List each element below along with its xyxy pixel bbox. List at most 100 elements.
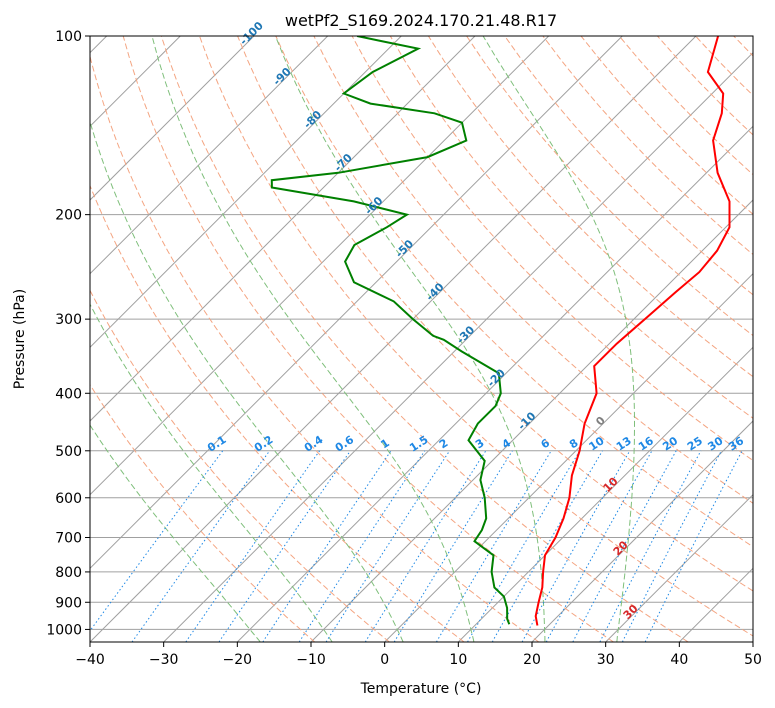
mixing-ratio-line (521, 450, 631, 642)
dry-adiabat-line (733, 36, 753, 57)
x-tick-label: 20 (523, 652, 541, 668)
mixing-ratio-line (545, 450, 653, 642)
y-tick-label: 500 (55, 444, 82, 460)
dry-adiabat-line (466, 36, 753, 337)
y-tick-label: 700 (55, 531, 82, 547)
dry-adiabat-line (237, 36, 753, 592)
dry-adiabat-line (199, 36, 753, 637)
mixing-ratio-line (325, 450, 451, 642)
x-tick-label: −10 (296, 652, 326, 668)
isotherm-label: -30 (454, 323, 477, 346)
dry-adiabat-line (275, 36, 753, 548)
dewpoint-profile (270, 36, 511, 625)
moist-adiabat-line (90, 120, 404, 642)
mixing-ratio-line (298, 450, 426, 642)
mixing-ratio-label: 6 (539, 436, 553, 451)
x-tick-label: 0 (380, 652, 389, 668)
isotherm-label: -60 (362, 194, 385, 217)
dry-adiabat-line (90, 289, 390, 642)
isotherm-label: -80 (301, 108, 324, 131)
isotherm-label: 10 (601, 475, 621, 495)
mixing-ratio-line (572, 450, 677, 642)
x-tick-label: −40 (75, 652, 105, 668)
dry-adiabat-line (427, 36, 753, 378)
mixing-ratio-line (218, 450, 351, 642)
isotherm-line (90, 36, 697, 642)
dry-adiabat-line (389, 36, 753, 419)
dry-adiabat-line (90, 184, 465, 642)
isotherm-line (531, 420, 753, 642)
mixing-ratio-label: 1 (378, 436, 392, 451)
dry-adiabat-line (90, 383, 316, 642)
y-tick-label: 100 (55, 29, 82, 45)
isotherm-line (90, 36, 550, 496)
dry-adiabat-line (90, 54, 540, 642)
x-tick-label: 40 (670, 652, 688, 668)
x-tick-label: 30 (597, 652, 615, 668)
y-tick-label: 200 (55, 208, 82, 224)
mixing-ratio-line (599, 450, 702, 642)
mixing-ratio-label: 0.4 (302, 433, 326, 455)
dry-adiabat-line (695, 36, 753, 97)
y-tick-label: 900 (55, 595, 82, 611)
y-tick-label: 1000 (46, 622, 82, 638)
chart-title: wetPf2_S169.2024.170.21.48.R17 (285, 11, 557, 31)
mixing-ratio-line (185, 450, 321, 642)
moist-adiabat-line (90, 303, 333, 642)
isotherm-line (90, 36, 402, 349)
y-tick-label: 300 (55, 312, 82, 328)
mixing-ratio-label: 8 (567, 436, 581, 451)
mixing-ratio-label: 0.2 (252, 433, 275, 455)
mixing-ratio-line (467, 450, 581, 642)
isotherm-label: -10 (515, 409, 538, 432)
isotherm-label: -50 (393, 237, 416, 260)
dry-adiabat-line (657, 36, 753, 136)
mixing-ratio-line (262, 450, 392, 642)
temperature-profile (534, 36, 731, 626)
isotherm-label: -40 (423, 280, 446, 303)
dry-adiabat-line (122, 36, 614, 642)
moist-adiabat-line (90, 424, 261, 642)
isotherm-label: 30 (621, 602, 641, 622)
isotherm-line (678, 567, 753, 642)
isotherm-line (236, 125, 753, 642)
dry-adiabat-line (504, 36, 753, 296)
isotherm-line (384, 272, 753, 642)
mixing-ratio-line (90, 450, 224, 632)
x-tick-label: 10 (449, 652, 467, 668)
y-tick-label: 400 (55, 386, 82, 402)
x-tick-label: 50 (744, 652, 762, 668)
isotherm-line (752, 641, 753, 642)
y-tick-label: 800 (55, 565, 82, 581)
isotherm-line (90, 36, 623, 570)
dry-adiabat-line (313, 36, 753, 504)
moist-adiabat-line (482, 36, 635, 642)
moist-adiabat-line (274, 36, 546, 642)
isotherm-line (310, 199, 753, 642)
mixing-ratio-line (435, 450, 552, 642)
mixing-ratio-label: 0.6 (333, 433, 357, 455)
x-tick-label: −30 (149, 652, 179, 668)
dry-adiabat-line (160, 36, 689, 642)
mixing-ratio-line (644, 450, 743, 642)
x-tick-label: −20 (223, 652, 253, 668)
mixing-ratio-line (131, 450, 271, 642)
isotherm-line (90, 36, 255, 201)
isotherm-line (605, 493, 753, 642)
mixing-ratio-line (364, 450, 487, 642)
isotherm-label: -100 (237, 19, 266, 48)
plot-frame (89, 35, 754, 643)
isotherm-line (90, 36, 329, 275)
dry-adiabat-line (580, 36, 753, 215)
dry-adiabat-line (542, 36, 753, 256)
dry-adiabat-line (351, 36, 753, 462)
moist-adiabat-line (151, 36, 475, 642)
mixing-ratio-label: 0.1 (205, 433, 228, 455)
y-axis-label: Pressure (hPa) (12, 289, 28, 389)
isotherm-line (90, 36, 476, 422)
x-axis-label: Temperature (°C) (360, 681, 482, 697)
isotherm-line (457, 346, 753, 642)
mixing-ratio-label: 1.5 (407, 433, 430, 455)
mixing-ratio-label: 2 (437, 436, 451, 451)
